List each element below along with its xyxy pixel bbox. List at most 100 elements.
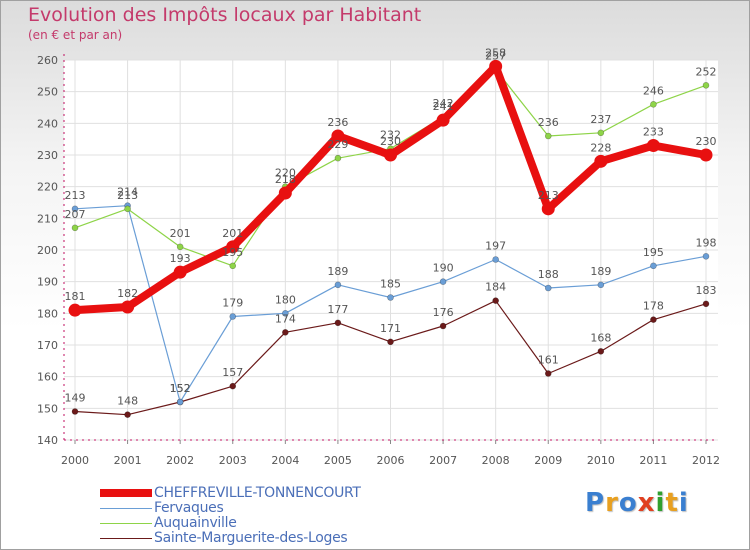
data-label-auquainville: 207 xyxy=(65,208,86,221)
y-tick-label: 210 xyxy=(37,212,58,225)
data-point-sainte-marguerite xyxy=(544,370,552,377)
data-point-sainte-marguerite xyxy=(702,300,710,308)
logo-letter: i xyxy=(655,488,666,518)
legend-swatch-cheffreville xyxy=(100,489,152,497)
data-point-fervaques xyxy=(597,281,605,289)
x-tick-label: 2000 xyxy=(61,454,89,467)
data-point-fervaques xyxy=(702,253,710,260)
y-tick-label: 170 xyxy=(37,339,58,352)
legend-label: Fervaques xyxy=(154,500,224,516)
data-label-sainte-marguerite: 183 xyxy=(696,284,717,297)
data-label-sainte-marguerite: 178 xyxy=(643,300,664,313)
logo-letter: r xyxy=(605,488,619,518)
data-label-auquainville: 220 xyxy=(275,167,296,180)
data-point-cheffreville xyxy=(226,240,240,254)
x-tick-label: 2003 xyxy=(219,454,247,467)
data-label-auquainville: 232 xyxy=(380,129,401,142)
x-tick-label: 2011 xyxy=(639,454,667,467)
x-tick-label: 2010 xyxy=(587,454,615,467)
y-tick-label: 140 xyxy=(37,434,58,447)
data-point-sainte-marguerite xyxy=(650,316,657,323)
data-label-sainte-marguerite: 152 xyxy=(170,382,191,395)
x-tick-label: 2008 xyxy=(482,454,510,467)
data-label-sainte-marguerite: 161 xyxy=(538,354,559,367)
data-label-cheffreville: 233 xyxy=(643,126,664,139)
data-point-cheffreville xyxy=(646,139,660,152)
data-label-auquainville: 252 xyxy=(696,65,717,78)
x-tick-label: 2009 xyxy=(534,454,562,467)
data-point-auquainville xyxy=(544,132,552,140)
data-point-cheffreville xyxy=(68,303,82,317)
data-label-auquainville: 213 xyxy=(117,189,138,202)
data-label-sainte-marguerite: 176 xyxy=(433,306,454,319)
data-point-sainte-marguerite xyxy=(282,329,289,336)
data-label-cheffreville: 213 xyxy=(538,189,559,202)
data-point-auquainville xyxy=(176,243,184,251)
data-point-cheffreville xyxy=(278,186,292,200)
logo-letter: o xyxy=(618,488,638,518)
data-point-fervaques xyxy=(334,281,342,289)
data-label-sainte-marguerite: 168 xyxy=(590,331,611,344)
data-label-fervaques: 189 xyxy=(590,265,611,278)
data-point-sainte-marguerite xyxy=(229,382,237,390)
data-label-sainte-marguerite: 149 xyxy=(65,392,86,405)
data-label-auquainville: 229 xyxy=(327,138,348,151)
data-point-sainte-marguerite xyxy=(71,408,79,415)
data-label-cheffreville: 201 xyxy=(222,227,243,240)
legend-item-auquainville: Auquainville xyxy=(100,515,237,531)
x-tick-label: 2006 xyxy=(377,454,405,467)
y-tick-label: 220 xyxy=(37,181,58,194)
data-label-auquainville: 242 xyxy=(433,97,454,110)
data-point-fervaques xyxy=(176,398,184,406)
x-tick-label: 2001 xyxy=(114,454,142,467)
data-label-auquainville: 237 xyxy=(590,113,611,126)
data-label-fervaques: 213 xyxy=(65,189,86,202)
data-point-fervaques xyxy=(544,284,552,292)
legend-swatch-sainte-marguerite xyxy=(100,537,152,539)
legend-item-fervaques: Fervaques xyxy=(100,500,224,516)
data-point-cheffreville xyxy=(331,129,345,143)
data-label-cheffreville: 182 xyxy=(117,287,138,300)
data-label-auquainville: 246 xyxy=(643,84,664,97)
data-label-cheffreville: 241 xyxy=(433,100,454,113)
data-label-cheffreville: 228 xyxy=(590,141,611,154)
data-label-sainte-marguerite: 184 xyxy=(485,281,506,294)
data-point-auquainville xyxy=(229,262,237,270)
data-label-fervaques: 197 xyxy=(485,240,506,253)
data-label-auquainville: 201 xyxy=(170,227,191,240)
data-point-sainte-marguerite xyxy=(439,322,447,330)
data-point-fervaques xyxy=(229,313,237,320)
data-point-fervaques xyxy=(387,294,394,301)
data-point-sainte-marguerite xyxy=(597,348,605,355)
data-point-cheffreville xyxy=(541,202,555,216)
data-point-cheffreville xyxy=(173,265,187,279)
data-label-cheffreville: 230 xyxy=(696,135,717,148)
data-label-fervaques: 189 xyxy=(327,265,348,278)
data-point-auquainville xyxy=(124,205,131,213)
data-point-fervaques xyxy=(650,262,657,270)
legend-label: Auquainville xyxy=(154,515,237,531)
data-label-auquainville: 257 xyxy=(485,50,506,63)
data-label-sainte-marguerite: 157 xyxy=(222,366,243,379)
data-label-fervaques: 214 xyxy=(117,186,138,199)
y-tick-label: 160 xyxy=(37,371,58,384)
data-label-cheffreville: 193 xyxy=(170,252,191,265)
data-label-cheffreville: 258 xyxy=(485,46,506,59)
data-label-fervaques: 188 xyxy=(538,268,559,281)
x-tick-label: 2012 xyxy=(692,454,720,467)
data-label-cheffreville: 218 xyxy=(275,173,296,186)
data-point-auquainville xyxy=(702,82,710,89)
data-point-cheffreville xyxy=(384,148,397,162)
data-point-fervaques xyxy=(282,310,289,317)
data-point-cheffreville xyxy=(436,113,450,127)
data-label-cheffreville: 236 xyxy=(327,116,348,129)
chart-title: Evolution des Impôts locaux par Habitant xyxy=(28,4,422,26)
y-tick-label: 250 xyxy=(37,86,58,99)
data-point-sainte-marguerite xyxy=(124,411,131,418)
legend-swatch-fervaques xyxy=(100,507,152,509)
legend-item-sainte-marguerite: Sainte-Marguerite-des-Loges xyxy=(100,530,348,546)
y-tick-label: 190 xyxy=(37,276,58,289)
proxiti-logo: Proxiti xyxy=(585,488,689,518)
data-point-cheffreville xyxy=(489,59,503,73)
data-label-auquainville: 195 xyxy=(222,246,243,259)
